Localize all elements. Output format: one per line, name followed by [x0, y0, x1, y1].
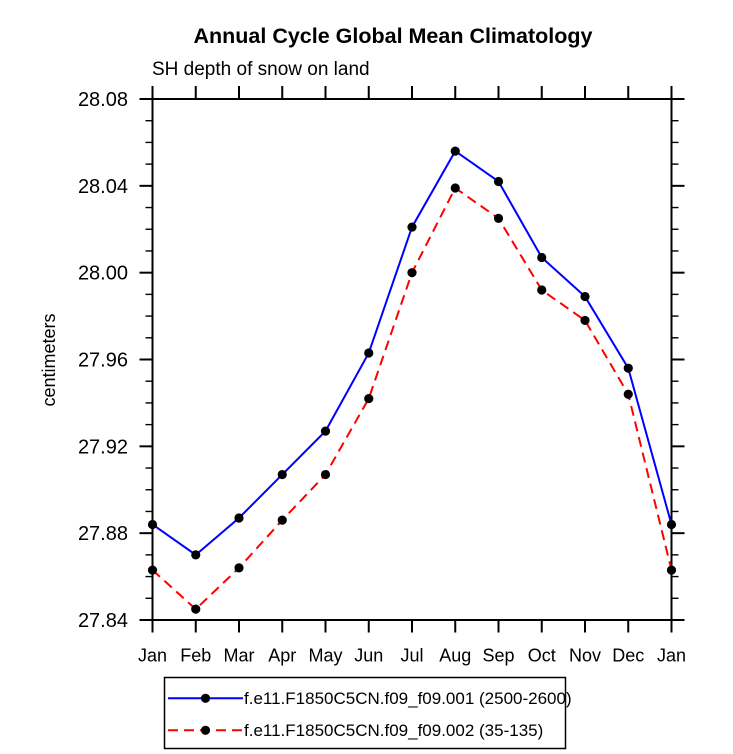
y-tick-label: 28.00 — [78, 263, 128, 285]
legend-swatch-marker-series-2 — [200, 725, 211, 735]
x-tick-label: Nov — [569, 646, 601, 666]
y-tick-label: 28.04 — [78, 176, 128, 198]
x-tick-label: Mar — [224, 646, 255, 666]
series-1-marker — [580, 315, 590, 326]
x-tick-label: Jul — [400, 646, 423, 666]
series-plot — [147, 146, 677, 614]
plot-axes — [139, 86, 685, 633]
x-tick-label: May — [308, 646, 342, 666]
y-tick-label: 27.88 — [78, 523, 128, 545]
series-1-marker — [277, 515, 287, 525]
series-0-marker — [364, 348, 374, 358]
chart-title: Annual Cycle Global Mean Climatology — [193, 24, 592, 48]
legend-label-series-2: f.e11.F1850C5CN.f09_f09.002 (35-135) — [244, 721, 543, 740]
x-tick-label: Apr — [268, 646, 296, 666]
x-tick-label: Dec — [612, 646, 644, 666]
series-0-marker — [234, 513, 244, 523]
series-0-marker — [191, 550, 201, 560]
x-tick-labels: Jan Feb Mar Apr May Jun Jul Aug Sep Oct Nov Dec Jan — [138, 646, 686, 666]
plot-frame — [151, 98, 673, 621]
series-1-marker — [234, 563, 244, 573]
series-0-marker — [450, 146, 460, 156]
series-1-marker — [320, 469, 331, 480]
legend-label-series-1: f.e11.F1850C5CN.f09_f09.001 (2500-2600) — [244, 689, 572, 708]
legend: f.e11.F1850C5CN.f09_f09.001 (2500-2600) … — [163, 676, 572, 750]
legend-swatch-marker-series-1 — [200, 693, 211, 703]
series-1-marker — [407, 268, 417, 278]
series-line-1 — [151, 186, 673, 611]
chart-subtitle: SH depth of snow on land — [152, 59, 370, 80]
x-tick-label: Jan — [138, 646, 167, 666]
series-1-marker — [364, 393, 374, 404]
series-1-marker — [450, 183, 460, 193]
series-0-marker — [320, 426, 331, 436]
series-0-marker — [407, 222, 417, 232]
series-1-marker — [666, 565, 677, 575]
legend-box — [163, 676, 567, 750]
x-tick-label: Aug — [439, 646, 471, 666]
x-tick-label: Jan — [657, 646, 686, 666]
series-0-marker — [493, 176, 504, 187]
series-0-marker — [277, 469, 287, 480]
x-tick-label: Feb — [180, 646, 211, 666]
series-0-marker — [580, 291, 590, 302]
series-1-marker — [191, 604, 201, 614]
x-tick-label: Sep — [482, 646, 514, 666]
y-tick-labels: 27.84 27.88 27.92 27.96 28.00 28.04 28.08 — [78, 89, 128, 632]
y-tick-label: 27.84 — [78, 610, 128, 632]
y-tick-label: 27.92 — [78, 436, 128, 458]
series-1-marker — [623, 389, 633, 399]
y-tick-label: 28.08 — [78, 89, 128, 111]
series-0-marker — [537, 252, 547, 263]
series-0-marker — [147, 519, 158, 530]
series-1-marker — [147, 565, 158, 575]
x-tick-label: Oct — [528, 646, 556, 666]
series-1-marker — [493, 213, 504, 223]
series-1-marker — [537, 285, 547, 295]
y-tick-label: 27.96 — [78, 350, 128, 372]
y-axis-label: centimeters — [39, 313, 59, 406]
series-line-0 — [151, 149, 673, 557]
x-tick-label: Jun — [354, 646, 383, 666]
series-0-marker — [623, 363, 633, 373]
series-0-marker — [666, 519, 677, 530]
